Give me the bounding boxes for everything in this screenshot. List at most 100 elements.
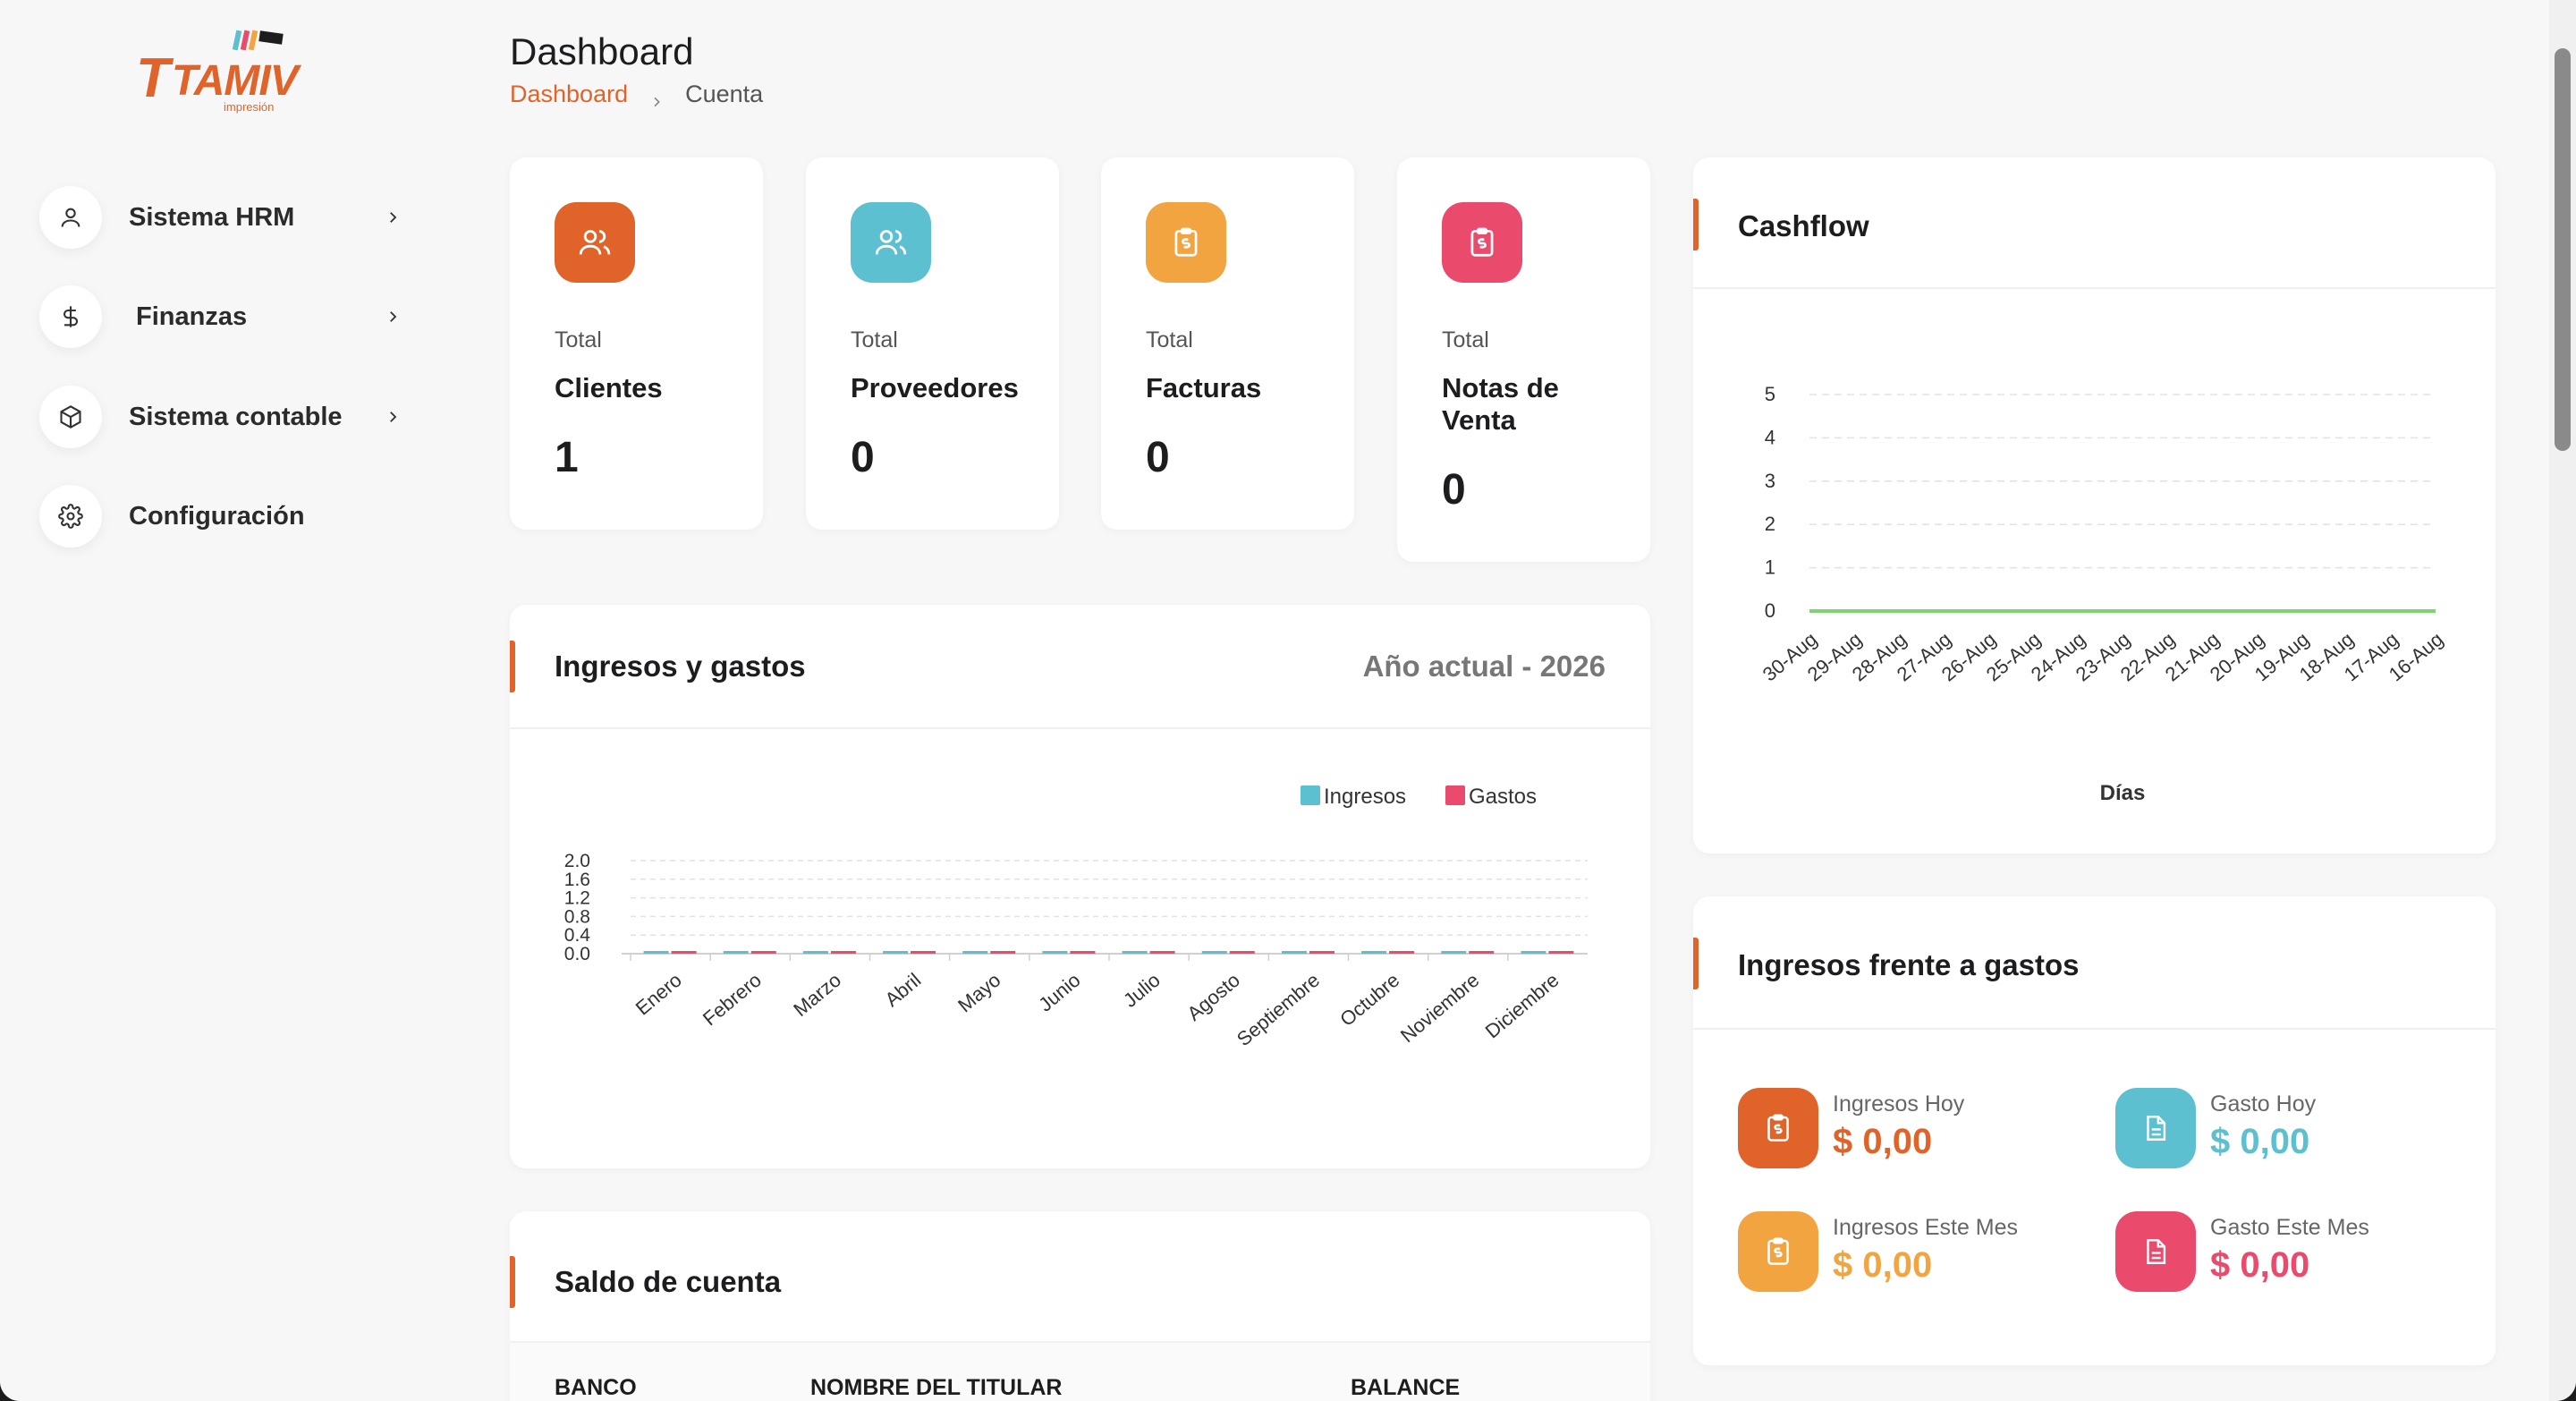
sidebar-item-sistema-contable[interactable]: Sistema contable bbox=[39, 385, 415, 449]
sidebar: T TAMIV impresión Sistema HRM Finanzas bbox=[0, 0, 465, 1401]
svg-text:T: T bbox=[136, 47, 174, 109]
bar-gastos-febrero bbox=[750, 951, 776, 954]
income-expense-panel: Ingresos y gastos Año actual - 2026 Ingr… bbox=[510, 605, 1650, 1168]
stat-value: 1 bbox=[555, 434, 579, 481]
y-tick-label: 3 bbox=[1765, 470, 1775, 492]
y-tick-label: 0.4 bbox=[564, 925, 591, 946]
breadcrumb: Dashboard Cuenta bbox=[510, 81, 763, 108]
sidebar-item-label: Configuración bbox=[129, 501, 305, 531]
divider bbox=[510, 1341, 1650, 1343]
stat-value: 0 bbox=[851, 434, 875, 481]
bar-ingresos-octubre bbox=[1361, 951, 1387, 954]
cashflow-line-chart: 01234530-Aug29-Aug28-Aug27-Aug26-Aug25-A… bbox=[1758, 383, 2447, 805]
gasto-hoy-value: $ 0,00 bbox=[2210, 1122, 2310, 1161]
panel-title: Saldo de cuenta bbox=[555, 1265, 782, 1298]
chevron-right-icon bbox=[379, 403, 406, 430]
gasto-hoy-label: Gasto Hoy bbox=[2210, 1091, 2317, 1117]
bar-ingresos-marzo bbox=[802, 951, 828, 954]
stat-kicker: Total bbox=[555, 327, 602, 352]
stat-label-line2: Venta bbox=[1442, 404, 1516, 436]
stat-label: Facturas bbox=[1146, 372, 1262, 403]
ingresos-mes-label: Ingresos Este Mes bbox=[1833, 1215, 2019, 1240]
bar-gastos-marzo bbox=[830, 951, 856, 954]
x-tick-label: Junio bbox=[1034, 969, 1084, 1016]
breadcrumb-current: Cuenta bbox=[685, 81, 764, 107]
accent-bar bbox=[510, 641, 515, 692]
bar-gastos-agosto bbox=[1229, 951, 1255, 954]
sidebar-item-configuracion[interactable]: Configuración bbox=[39, 484, 415, 548]
company-logo[interactable]: T TAMIV impresión bbox=[134, 27, 322, 116]
bar-gastos-abril bbox=[911, 951, 936, 954]
bar-gastos-diciembre bbox=[1548, 951, 1574, 954]
stat-label: Notas de bbox=[1442, 372, 1559, 403]
y-tick-label: 1 bbox=[1765, 556, 1775, 579]
document-icon bbox=[2115, 1211, 2196, 1292]
ingresos-hoy-label: Ingresos Hoy bbox=[1833, 1091, 1965, 1117]
sidebar-item-finanzas[interactable]: Finanzas bbox=[39, 284, 415, 349]
invoice-icon bbox=[1442, 202, 1522, 283]
x-tick-label: Mayo bbox=[953, 969, 1004, 1017]
chevron-right-icon bbox=[379, 204, 406, 231]
sidebar-item-sistema-hrm[interactable]: Sistema HRM bbox=[39, 185, 415, 250]
sidebar-item-label: Finanzas bbox=[136, 301, 248, 331]
stat-card-clientes[interactable]: Total Clientes 1 bbox=[510, 157, 763, 530]
bar-ingresos-enero bbox=[643, 951, 669, 954]
stat-kicker: Total bbox=[1146, 327, 1193, 352]
gear-icon bbox=[39, 485, 102, 548]
scrollbar-thumb[interactable] bbox=[2555, 48, 2571, 451]
x-axis-title: Días bbox=[2100, 781, 2146, 805]
chevron-right-icon bbox=[379, 303, 406, 330]
user-icon bbox=[39, 186, 102, 249]
bar-ingresos-febrero bbox=[723, 951, 749, 954]
svg-text:impresión: impresión bbox=[224, 100, 274, 114]
stat-card-facturas[interactable]: Total Facturas 0 bbox=[1101, 157, 1354, 530]
legend-swatch-gastos bbox=[1445, 785, 1465, 805]
stat-kicker: Total bbox=[851, 327, 898, 352]
x-tick-label: Noviembre bbox=[1396, 969, 1484, 1048]
column-header-balance[interactable]: BALANCE bbox=[1351, 1375, 1461, 1400]
svg-text:TAMIV: TAMIV bbox=[172, 57, 302, 105]
table-header: BANCO NOMBRE DEL TITULAR BALANCE bbox=[510, 1343, 1650, 1401]
stat-label: Clientes bbox=[555, 372, 663, 403]
y-tick-label: 0.8 bbox=[564, 906, 590, 927]
divider bbox=[510, 727, 1650, 729]
account-balance-panel: Saldo de cuenta BANCO NOMBRE DEL TITULAR… bbox=[510, 1211, 1650, 1401]
stat-card-proveedores[interactable]: Total Proveedores 0 bbox=[806, 157, 1059, 530]
scrollbar[interactable] bbox=[2549, 0, 2576, 1401]
y-tick-label: 5 bbox=[1765, 383, 1775, 405]
stat-label: Proveedores bbox=[851, 372, 1019, 403]
y-tick-label: 2.0 bbox=[564, 851, 590, 871]
users-icon bbox=[555, 202, 635, 283]
users-icon bbox=[851, 202, 931, 283]
invoice-icon bbox=[1738, 1211, 1818, 1292]
legend-label-gastos: Gastos bbox=[1469, 785, 1537, 809]
column-header-banco[interactable]: BANCO bbox=[555, 1375, 637, 1400]
panel-title: Ingresos frente a gastos bbox=[1738, 948, 2080, 981]
ingresos-mes-value: $ 0,00 bbox=[1833, 1245, 1933, 1285]
invoice-icon bbox=[1738, 1088, 1818, 1168]
breadcrumb-link-dashboard[interactable]: Dashboard bbox=[510, 81, 629, 107]
divider bbox=[1693, 287, 2496, 289]
gasto-mes-label: Gasto Este Mes bbox=[2210, 1215, 2369, 1240]
x-tick-label: Marzo bbox=[789, 969, 845, 1021]
y-tick-label: 1.6 bbox=[564, 870, 590, 890]
year-selector[interactable]: Año actual - 2026 bbox=[1362, 650, 1606, 683]
bar-ingresos-abril bbox=[883, 951, 909, 954]
x-tick-label: Agosto bbox=[1182, 969, 1244, 1025]
column-header-titular[interactable]: NOMBRE DEL TITULAR bbox=[810, 1375, 1063, 1400]
income-vs-expense-panel: Ingresos frente a gastos Ingresos Hoy $ … bbox=[1693, 896, 2496, 1365]
stat-value: 0 bbox=[1146, 434, 1170, 481]
stat-card-notas-de-venta[interactable]: Total Notas de Venta 0 bbox=[1397, 157, 1650, 562]
x-tick-label: Abril bbox=[881, 969, 926, 1011]
stat-value: 0 bbox=[1442, 466, 1466, 514]
sidebar-item-label: Sistema HRM bbox=[129, 202, 295, 232]
x-tick-label: Julio bbox=[1119, 969, 1165, 1012]
sidebar-item-label: Sistema contable bbox=[129, 402, 343, 431]
box-icon bbox=[39, 386, 102, 448]
page-title: Dashboard bbox=[510, 30, 694, 72]
stat-kicker: Total bbox=[1442, 327, 1489, 352]
y-tick-label: 0 bbox=[1765, 599, 1775, 622]
bar-ingresos-julio bbox=[1122, 951, 1148, 954]
ingresos-hoy-value: $ 0,00 bbox=[1833, 1122, 1933, 1161]
